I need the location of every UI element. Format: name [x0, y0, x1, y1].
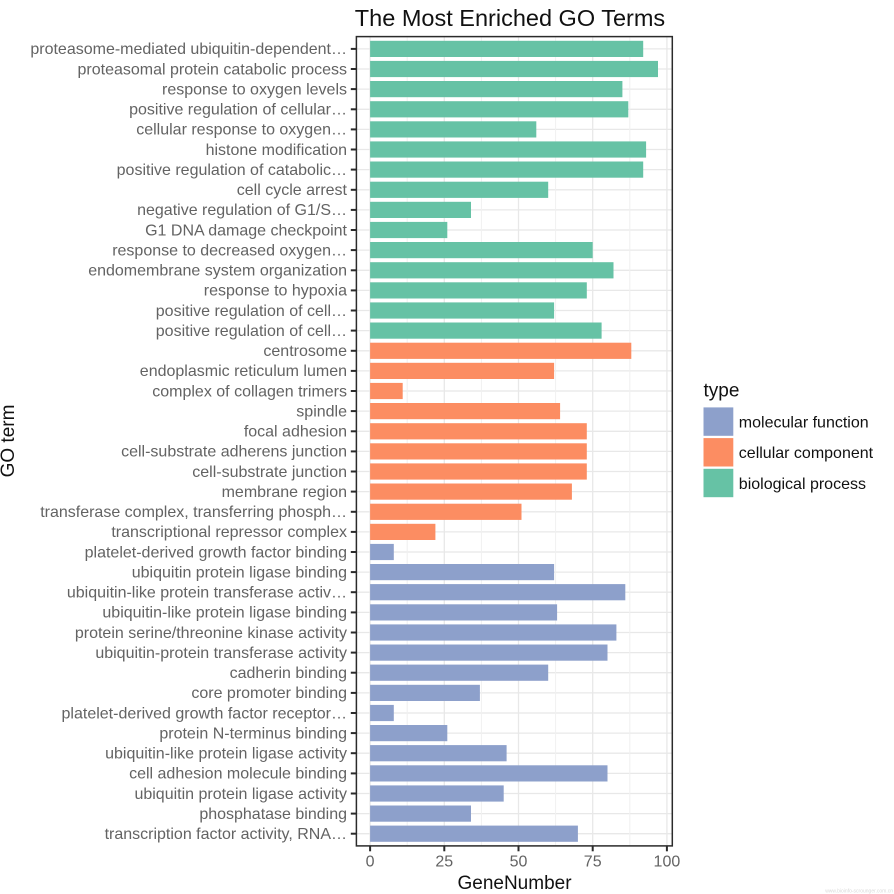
- svg-text:protein serine/threonine kinas: protein serine/threonine kinase activity: [75, 625, 347, 642]
- svg-text:ubiquitin-protein transferase: ubiquitin-protein transferase activity: [95, 645, 347, 662]
- svg-text:ubiquitin protein ligase activ: ubiquitin protein ligase activity: [134, 786, 347, 803]
- svg-text:focal adhesion: focal adhesion: [244, 424, 347, 441]
- svg-text:protein N-terminus binding: protein N-terminus binding: [159, 725, 347, 742]
- svg-text:complex of collagen trimers: complex of collagen trimers: [152, 383, 347, 400]
- svg-text:ubiquitin protein ligase bindi: ubiquitin protein ligase binding: [132, 564, 347, 581]
- svg-text:molecular function: molecular function: [739, 414, 869, 431]
- svg-text:cell-substrate adherens juncti: cell-substrate adherens junction: [121, 444, 347, 461]
- svg-text:ubiquitin-like protein transfe: ubiquitin-like protein transferase activ…: [67, 585, 347, 602]
- svg-text:ubiquitin-like protein ligase: ubiquitin-like protein ligase binding: [102, 605, 347, 622]
- svg-text:www.bioinfo-scrounger.com.cn: www.bioinfo-scrounger.com.cn: [825, 889, 893, 894]
- svg-text:proteasome-mediated ubiquitin-: proteasome-mediated ubiquitin-dependent…: [30, 41, 347, 58]
- svg-text:50: 50: [510, 854, 528, 871]
- svg-text:GO term: GO term: [0, 405, 19, 478]
- svg-text:proteasomal protein catabolic: proteasomal protein catabolic process: [78, 61, 347, 78]
- svg-text:endomembrane system organizati: endomembrane system organization: [88, 263, 347, 280]
- svg-text:transferase complex, transferr: transferase complex, transferring phosph…: [40, 504, 347, 521]
- svg-text:75: 75: [584, 854, 602, 871]
- svg-text:transcription factor activity,: transcription factor activity, RNA…: [105, 826, 347, 843]
- svg-text:cellular response to oxygen…: cellular response to oxygen…: [136, 122, 347, 139]
- svg-text:membrane region: membrane region: [222, 484, 347, 501]
- svg-text:core promoter binding: core promoter binding: [191, 685, 347, 702]
- svg-text:ubiquitin-like protein ligase: ubiquitin-like protein ligase activity: [105, 746, 347, 763]
- svg-text:platelet-derived growth factor: platelet-derived growth factor receptor…: [62, 705, 347, 722]
- svg-text:cellular component: cellular component: [739, 445, 874, 462]
- svg-text:The Most Enriched GO Terms: The Most Enriched GO Terms: [355, 5, 665, 31]
- svg-text:100: 100: [654, 854, 681, 871]
- svg-text:spindle: spindle: [296, 403, 347, 420]
- svg-text:biological process: biological process: [739, 476, 866, 493]
- svg-text:centrosome: centrosome: [263, 343, 347, 360]
- svg-text:transcriptional repressor comp: transcriptional repressor complex: [111, 524, 347, 541]
- svg-text:cell adhesion molecule binding: cell adhesion molecule binding: [129, 766, 347, 783]
- svg-text:platelet-derived growth factor: platelet-derived growth factor binding: [85, 544, 347, 561]
- svg-text:25: 25: [435, 854, 453, 871]
- svg-text:response to hypoxia: response to hypoxia: [204, 283, 347, 300]
- svg-text:0: 0: [366, 854, 375, 871]
- svg-text:positive regulation of cell…: positive regulation of cell…: [156, 303, 347, 320]
- svg-text:response to decreased oxygen…: response to decreased oxygen…: [112, 242, 347, 259]
- svg-text:cadherin binding: cadherin binding: [230, 665, 347, 682]
- svg-text:GeneNumber: GeneNumber: [457, 873, 572, 894]
- svg-text:cell cycle arrest: cell cycle arrest: [237, 182, 348, 199]
- svg-text:positive regulation of cell…: positive regulation of cell…: [156, 323, 347, 340]
- svg-text:histone modification: histone modification: [206, 142, 347, 159]
- svg-text:positive regulation of cellula: positive regulation of cellular…: [129, 102, 347, 119]
- svg-text:cell-substrate junction: cell-substrate junction: [192, 464, 347, 481]
- svg-text:endoplasmic reticulum lumen: endoplasmic reticulum lumen: [140, 363, 347, 380]
- svg-text:type: type: [704, 381, 740, 402]
- svg-text:positive regulation of catabol: positive regulation of catabolic…: [117, 162, 347, 179]
- svg-text:negative regulation of G1/S…: negative regulation of G1/S…: [137, 202, 347, 219]
- svg-text:phosphatase binding: phosphatase binding: [199, 806, 347, 823]
- svg-text:response to oxygen levels: response to oxygen levels: [162, 81, 347, 98]
- svg-text:G1 DNA damage checkpoint: G1 DNA damage checkpoint: [145, 222, 347, 239]
